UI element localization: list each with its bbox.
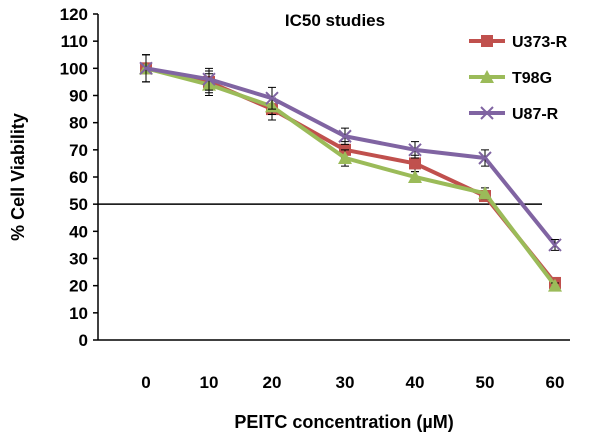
y-tick-label: 40 [69, 222, 88, 241]
data-point [202, 72, 216, 86]
data-point [548, 278, 562, 292]
legend-marker [480, 70, 494, 83]
y-tick-label: 30 [69, 250, 88, 269]
series-line [145, 66, 557, 247]
y-tick-label: 110 [61, 32, 88, 51]
x-tick-label: 0 [141, 373, 150, 392]
y-tick-label: 10 [69, 304, 88, 323]
data-point [408, 170, 422, 183]
x-tick-label: 60 [546, 373, 565, 392]
chart-title: IC50 studies [285, 11, 385, 30]
data-point [265, 91, 279, 105]
x-axis-ticks: 0 10 20 30 40 50 60 [141, 373, 564, 392]
series-line [145, 66, 557, 285]
x-tick-label: 20 [263, 373, 282, 392]
data-point [409, 157, 421, 170]
y-axis-label: % Cell Viability [8, 113, 28, 241]
y-tick-label: 0 [79, 331, 88, 350]
y-tick-label: 100 [60, 59, 88, 78]
x-axis-label: PEITC concentration (µM) [234, 412, 453, 432]
legend-item: U87-R [469, 106, 559, 123]
legend-item: T98G [469, 70, 552, 87]
y-tick-label: 120 [60, 5, 88, 24]
series-u87-r [139, 54, 562, 252]
legend-item: U373-R [469, 34, 568, 51]
y-tick-label: 60 [69, 168, 88, 187]
legend: U373-R T98G U87-R [469, 34, 568, 123]
y-tick-label: 20 [69, 277, 88, 296]
legend-label: U373-R [512, 34, 568, 51]
x-tick-label: 40 [406, 373, 425, 392]
data-point [338, 150, 352, 164]
y-axis-ticks: 0 10 20 30 40 50 60 70 80 90 100 110 120 [60, 5, 98, 350]
y-tick-label: 50 [69, 195, 88, 214]
data-point [478, 151, 492, 165]
series-group [139, 54, 562, 292]
data-point [548, 238, 562, 252]
x-tick-label: 50 [476, 373, 495, 392]
data-point [338, 129, 352, 143]
data-point [478, 186, 492, 200]
y-tick-label: 90 [69, 87, 88, 106]
x-tick-label: 10 [200, 373, 219, 392]
y-tick-label: 80 [69, 114, 88, 133]
y-tick-label: 70 [69, 141, 88, 160]
legend-label: U87-R [512, 106, 559, 123]
data-point [139, 61, 153, 76]
data-point [408, 143, 422, 157]
legend-marker [480, 106, 494, 120]
legend-marker [481, 35, 493, 47]
series-line [145, 66, 557, 287]
legend-label: T98G [512, 70, 552, 87]
x-tick-label: 30 [336, 373, 355, 392]
